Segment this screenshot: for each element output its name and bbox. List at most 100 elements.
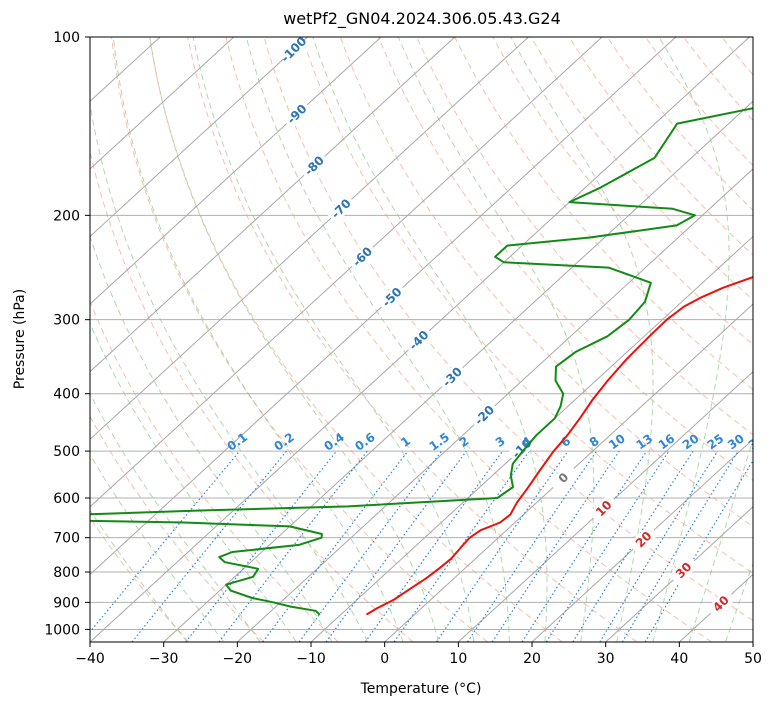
moist-adiabats (90, 37, 753, 642)
isotherm (384, 303, 753, 642)
dry-adiabat (416, 37, 753, 436)
moist-adiabat (725, 562, 753, 642)
moist-adiabat (90, 101, 369, 642)
moist-adiabat (652, 37, 730, 642)
isotherm (90, 37, 308, 238)
moist-adiabat (245, 37, 510, 642)
x-axis: −40 −30 −20 −10 0 10 20 30 40 50 (75, 642, 762, 667)
x-tick-label: −30 (149, 651, 179, 667)
dry-adiabat (263, 37, 753, 622)
y-tick-label: 500 (53, 444, 80, 460)
isotherm (90, 37, 382, 305)
isotherm-label-background (668, 555, 699, 586)
x-tick-label: 20 (523, 651, 541, 667)
dry-adiabat (187, 37, 638, 642)
isotherm-label-background (326, 193, 357, 224)
mixing-ratio-line (90, 450, 241, 633)
isotherm (605, 506, 753, 642)
x-tick-label: 30 (597, 651, 615, 667)
moist-adiabat (90, 453, 225, 642)
mixing-ratio-line (325, 450, 467, 642)
y-axis-title: Pressure (hPa) (12, 289, 28, 389)
isotherm-label-background (278, 37, 309, 65)
pressure-gridlines (90, 37, 753, 630)
dry-adiabat (530, 37, 753, 301)
isotherm (90, 37, 603, 508)
x-tick-label: 50 (744, 651, 762, 667)
moist-adiabat (112, 37, 404, 642)
dry-adiabat (454, 37, 753, 391)
isotherm-label-background (404, 325, 434, 356)
isotherm-label-background (548, 463, 579, 493)
dry-adiabat (90, 415, 264, 642)
isotherm-label-background (706, 588, 736, 619)
moist-adiabat (312, 37, 548, 642)
isotherm (236, 168, 753, 642)
isotherm-label-background (437, 362, 468, 392)
dry-adiabat (90, 149, 414, 642)
moist-adiabat (90, 509, 188, 642)
x-tick-label: −20 (223, 651, 253, 667)
dry-adiabat (149, 37, 563, 642)
y-tick-label: 800 (53, 565, 80, 581)
isotherm-label-background (347, 241, 378, 272)
dry-adiabat (378, 37, 753, 482)
mixing-ratio-line (599, 450, 719, 642)
y-tick-label: 400 (53, 387, 80, 403)
mixing-ratio-label: 36 (746, 431, 768, 452)
x-tick-label: −40 (75, 651, 105, 667)
isotherm-label-background (299, 150, 330, 181)
isotherm-label-background (377, 282, 407, 313)
moist-adiabat (192, 37, 475, 642)
dry-adiabat (301, 37, 753, 574)
isotherm (90, 37, 677, 576)
x-tick-label: 10 (449, 651, 467, 667)
y-tick-label: 700 (53, 531, 80, 547)
mixing-ratio-line (491, 450, 620, 642)
isotherm (90, 37, 456, 373)
y-tick-label: 600 (53, 491, 80, 507)
moist-adiabat (90, 392, 261, 642)
moist-adiabat (397, 37, 595, 642)
x-tick-label: −10 (296, 651, 326, 667)
y-tick-label: 1000 (44, 622, 80, 638)
mixing-ratio-line (521, 450, 648, 642)
isotherm (457, 370, 753, 642)
y-axis: 100 200 300 400 500 600 700 800 900 1000 (44, 30, 90, 638)
mixing-ratio-line (393, 450, 530, 642)
mixing-ratio-line (262, 450, 409, 642)
mixing-ratio-line (466, 450, 598, 642)
sounding-profiles (90, 107, 753, 616)
mixing-ratio-line (435, 450, 569, 642)
dewpoint-profile (90, 107, 753, 616)
moist-adiabat (90, 322, 297, 642)
y-tick-label: 900 (53, 595, 80, 611)
isotherm (310, 235, 753, 642)
mixing-ratio-line (131, 450, 287, 642)
x-tick-label: 40 (670, 651, 688, 667)
mixing-ratio-line (621, 450, 739, 642)
isotherm (90, 37, 235, 170)
dry-adiabat (111, 37, 488, 642)
moist-adiabat (688, 438, 753, 642)
plot-frame (89, 36, 754, 643)
isotherm-label-background (282, 99, 312, 130)
x-tick-label: 0 (380, 651, 389, 667)
x-axis-title: Temperature (°C) (360, 681, 482, 697)
moist-adiabat (149, 37, 439, 642)
isotherm (163, 100, 753, 642)
isotherm-label-background (588, 493, 619, 524)
isotherm-label-background (469, 400, 500, 431)
isotherm (90, 37, 529, 440)
y-tick-label: 300 (53, 313, 80, 329)
mixing-ratio-line (545, 450, 670, 642)
y-tick-label: 100 (53, 30, 80, 46)
mixing-ratio-line (364, 450, 504, 642)
mixing-ratio-line (298, 450, 443, 642)
dry-adiabat (492, 37, 753, 346)
isotherm-label-background (628, 524, 659, 555)
temperature-profile (366, 276, 753, 616)
